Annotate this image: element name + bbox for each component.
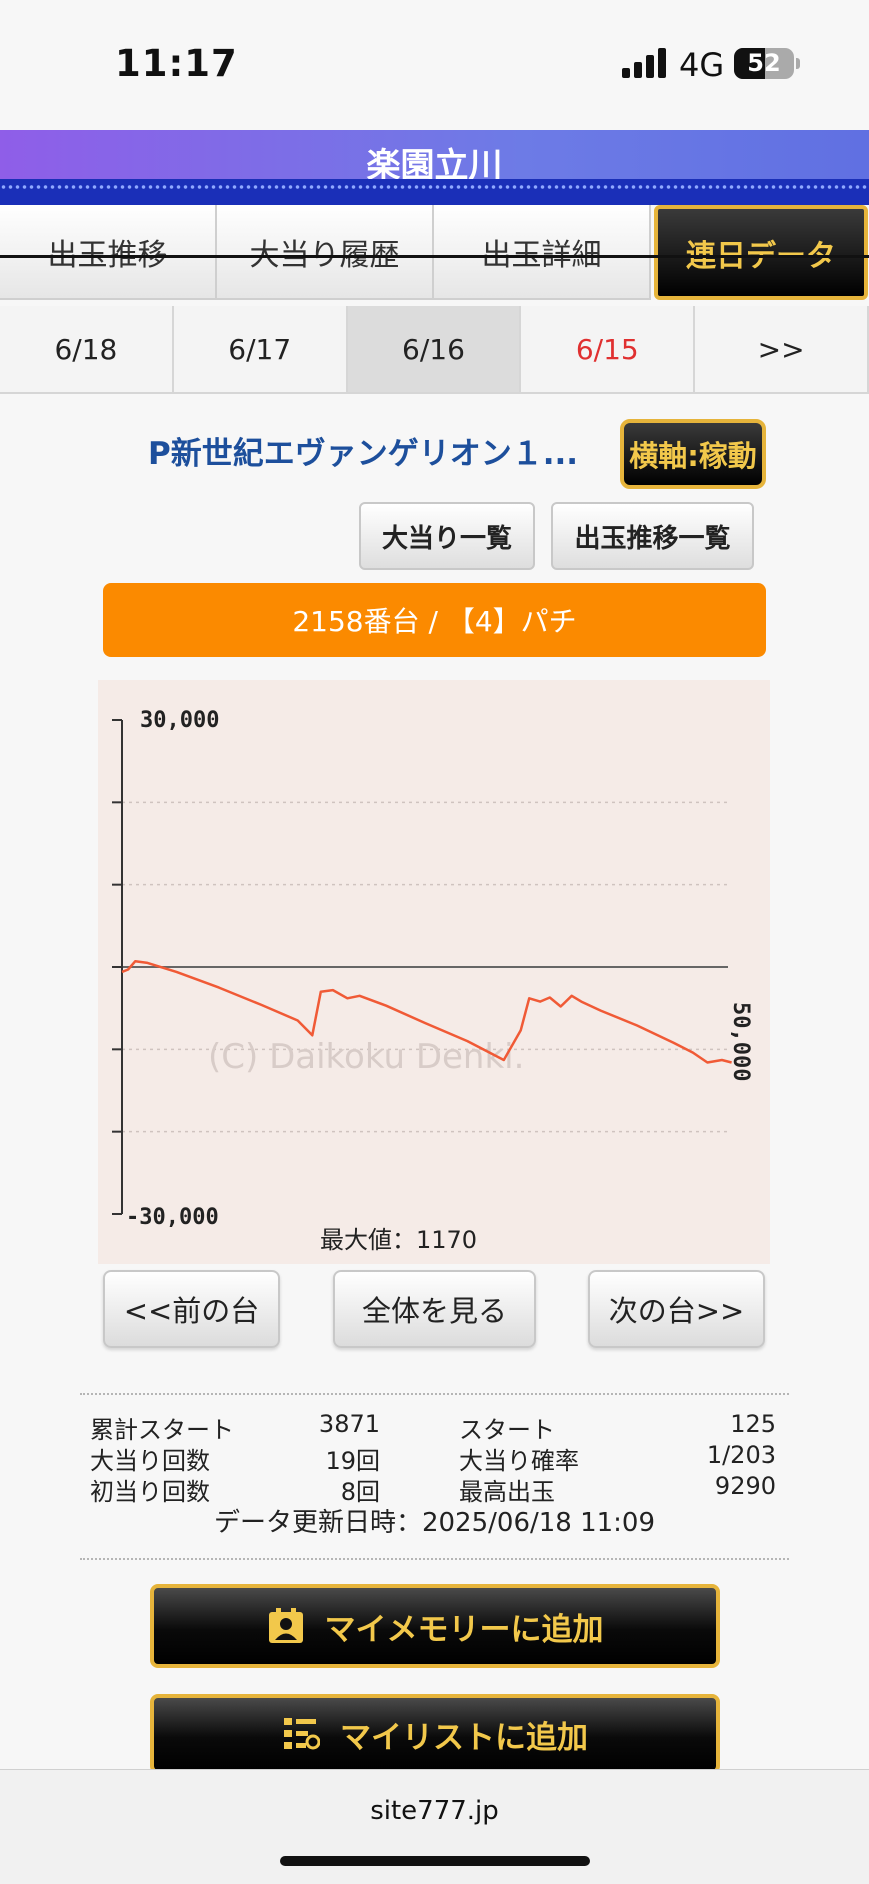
watermark: (C) Daikoku Denki. (208, 1037, 524, 1077)
view-all-button[interactable]: 全体を見る (333, 1270, 536, 1348)
y-bottom-label: -30,000 (126, 1205, 219, 1230)
stat-label: 大当り回数 (90, 1447, 210, 1475)
stat-label: 大当り確率 (459, 1447, 579, 1475)
divider (80, 1558, 789, 1560)
date-tab-0616[interactable]: 6/16 (347, 306, 522, 394)
payout-chart: (C) Daikoku Denki. 30,000 -30,000 50,000… (98, 680, 770, 1264)
add-to-my-memory-button[interactable]: マイメモリーに追加 (150, 1584, 720, 1668)
y-ticks (112, 719, 122, 1215)
header-decoration (0, 179, 869, 205)
stat-label: スタート (459, 1416, 555, 1444)
chart-grid (122, 801, 728, 1133)
main-tabs: 出玉推移 大当り履歴 出玉詳細 連日データ (0, 205, 869, 300)
stat-value: 1/203 (706, 1441, 776, 1469)
payout-list-button[interactable]: 出玉推移一覧 (551, 502, 754, 570)
y-top-label: 30,000 (140, 708, 219, 733)
stats-table: 累計スタート 3871 スタート 125 大当り回数 19回 大当り確率 1/2… (90, 1410, 778, 1506)
clock: 11:17 (115, 42, 238, 85)
jackpot-list-button[interactable]: 大当り一覧 (359, 502, 535, 570)
stat-value: 9290 (714, 1472, 776, 1500)
payout-series-line (121, 959, 732, 1064)
prev-machine-button[interactable]: <<前の台 (103, 1270, 280, 1348)
stat-label: 最高出玉 (459, 1478, 555, 1506)
machine-title[interactable]: P新世紀エヴァンゲリオン１... (148, 436, 579, 472)
stat-row: 累計スタート 3871 スタート 125 (90, 1410, 778, 1444)
tab-payout-detail[interactable]: 出玉詳細 (434, 205, 651, 300)
stat-value: 125 (730, 1410, 776, 1438)
tab-jackpot-history[interactable]: 大当り履歴 (217, 205, 434, 300)
next-machine-button[interactable]: 次の台>> (588, 1270, 765, 1348)
x-end-label: 50,000 (728, 1002, 753, 1081)
battery-level: 52 (747, 49, 781, 77)
date-tabs: 6/18 6/17 6/16 6/15 >> (0, 306, 869, 394)
battery-tip (796, 58, 800, 69)
axis-toggle-button[interactable]: 横軸:稼動 (620, 419, 766, 489)
chart-svg: (C) Daikoku Denki. 30,000 -30,000 50,000… (112, 708, 753, 1254)
tab-daily-data[interactable]: 連日データ (654, 205, 868, 300)
stat-value: 19回 (325, 1447, 380, 1475)
browser-address-bar[interactable]: site777.jp (0, 1769, 869, 1884)
data-updated-time: データ更新日時：2025/06/18 11:09 (213, 1508, 656, 1538)
battery-icon: 52 (734, 48, 794, 79)
date-tab-next[interactable]: >> (695, 306, 869, 394)
date-tab-0617[interactable]: 6/17 (173, 306, 348, 394)
date-tab-0615[interactable]: 6/15 (521, 306, 696, 394)
stat-row: 初当り回数 8回 最高出玉 9290 (90, 1472, 778, 1506)
site-header: 楽園立川 (0, 130, 869, 205)
home-indicator[interactable] (280, 1856, 590, 1866)
status-bar: 11:17 4G 52 (0, 0, 869, 130)
url-text: site777.jp (370, 1796, 499, 1826)
stat-label: 累計スタート (90, 1416, 234, 1444)
stat-value: 3871 (318, 1410, 380, 1438)
date-tab-0618[interactable]: 6/18 (0, 306, 174, 394)
stat-label: 初当り回数 (90, 1478, 210, 1506)
stat-row: 大当り回数 19回 大当り確率 1/203 (90, 1441, 778, 1475)
add-to-my-list-button[interactable]: マイリストに追加 (150, 1694, 720, 1774)
divider (80, 1393, 789, 1395)
stat-value: 8回 (340, 1478, 380, 1506)
unit-label-bar: 2158番台 / 【4】パチ (103, 583, 766, 657)
memory-icon (268, 1608, 303, 1643)
signal-icon (622, 48, 668, 78)
list-icon (284, 1718, 320, 1750)
max-value-label: 最大値：1170 (320, 1226, 477, 1254)
network-type: 4G (679, 46, 725, 84)
tabs-overlay-line (0, 255, 869, 258)
tab-payout-trend[interactable]: 出玉推移 (0, 205, 217, 300)
memory-button-label: マイメモリーに追加 (324, 1611, 604, 1648)
list-button-label: マイリストに追加 (340, 1719, 588, 1756)
